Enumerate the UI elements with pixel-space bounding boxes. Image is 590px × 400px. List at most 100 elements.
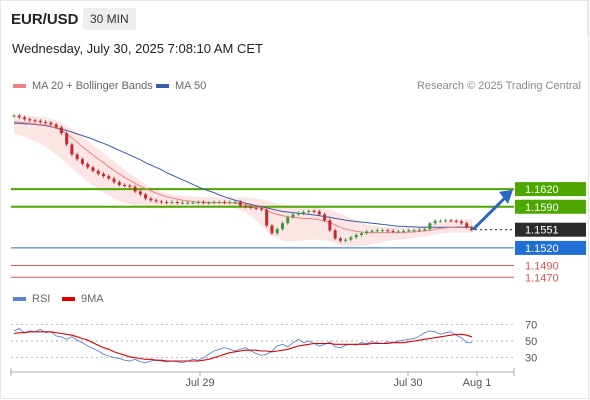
candle-body (280, 223, 284, 230)
candle-body (307, 210, 311, 213)
time-axis-label: Jul 29 (185, 377, 214, 389)
candle-body (117, 182, 121, 186)
candle-body (75, 154, 79, 160)
candle-body (80, 159, 84, 164)
candle-body (86, 163, 90, 168)
candle-body (17, 115, 21, 118)
candle-body (265, 209, 269, 226)
candle-body (259, 208, 263, 210)
candle-body (254, 207, 258, 209)
candle-body (433, 220, 437, 224)
candle-body (333, 230, 337, 239)
candle-body (217, 202, 221, 204)
candle-body (407, 230, 411, 232)
candle-body (128, 185, 132, 187)
time-axis-label: Jul 30 (393, 377, 422, 389)
candle-body (233, 202, 237, 204)
candle-body (459, 221, 463, 224)
candle-body (33, 120, 37, 122)
candle-body (275, 229, 279, 234)
candle-body (454, 220, 458, 222)
candle-body (70, 144, 74, 155)
candle-body (428, 223, 432, 230)
candle-body (270, 225, 274, 234)
time-axis-label: Aug 1 (463, 377, 492, 389)
level-label-last: 1.1551 (525, 225, 559, 237)
rsi-tick-label: 50 (525, 336, 537, 348)
candle-body (449, 220, 453, 222)
level-tag-resistance (515, 199, 586, 214)
candle-body (417, 229, 421, 231)
legend-rsi: RSI (13, 293, 50, 305)
candles (12, 113, 474, 243)
level-tag-resistance (515, 182, 586, 197)
level-tag-support (515, 240, 586, 255)
candle-body (101, 173, 105, 177)
legend-ma20: MA 20 + Bollinger Bands (13, 80, 153, 92)
candle-body (391, 230, 395, 232)
candle-body (228, 202, 232, 204)
candle-body (49, 122, 53, 125)
candle-body (365, 231, 369, 234)
candle-body (244, 205, 248, 207)
rsi-tick-label: 70 (525, 319, 537, 331)
candle-body (349, 237, 353, 240)
candle-body (381, 230, 385, 232)
legend-rsi-label: RSI (32, 293, 51, 305)
candle-body (138, 191, 142, 195)
candle-body (465, 223, 469, 228)
candle-body (249, 206, 253, 208)
candle-body (212, 202, 216, 204)
candle-body (180, 202, 184, 204)
candle-body (59, 127, 63, 134)
candle-body (370, 230, 374, 232)
legend-ma50: MA 50 (156, 80, 206, 92)
chart-datetime: Wednesday, July 30, 2025 7:08:10 AM CET (12, 41, 263, 56)
level-tag-last (515, 222, 586, 237)
candle-body (344, 239, 348, 241)
candle-body (112, 178, 116, 183)
forecast-arrow (472, 196, 507, 231)
candle-body (223, 202, 227, 204)
level-label-target: 1.1470 (525, 272, 559, 284)
candle-body (423, 229, 427, 231)
candle-body (186, 202, 190, 204)
candle-body (412, 230, 416, 232)
candle-body (191, 202, 195, 204)
candle-body (123, 185, 127, 187)
candle-body (107, 176, 111, 179)
candle-body (470, 227, 474, 230)
candle-body (396, 231, 400, 233)
candle-body (202, 202, 206, 204)
rsi-swatch (13, 297, 26, 301)
candle-body (338, 238, 342, 241)
ma9-swatch (62, 297, 75, 301)
rsi-tick-label: 30 (525, 353, 537, 365)
level-label-target: 1.1490 (525, 261, 559, 273)
candle-body (12, 115, 16, 117)
candle-body (65, 133, 69, 145)
candle-body (159, 201, 163, 203)
candle-body (296, 213, 300, 215)
legend-ma9-label: 9MA (81, 293, 104, 305)
timeframe-badge[interactable]: 30 MIN (83, 8, 136, 30)
legend-ma20-label: MA 20 + Bollinger Bands (32, 80, 153, 92)
candle-body (154, 200, 158, 202)
level-label-resistance: 1.1620 (525, 184, 559, 196)
candle-body (375, 230, 379, 232)
candle-body (323, 214, 327, 221)
candle-body (286, 217, 290, 224)
candle-body (328, 220, 332, 231)
candle-body (54, 124, 58, 128)
candle-body (207, 202, 211, 204)
candle-body (444, 220, 448, 222)
ma20-swatch (13, 84, 26, 88)
candle-body (144, 194, 148, 199)
candle-body (175, 202, 179, 204)
candle-body (291, 214, 295, 218)
rsi-line (13, 327, 472, 364)
candle-body (44, 122, 48, 124)
level-label-support: 1.1520 (525, 243, 559, 255)
